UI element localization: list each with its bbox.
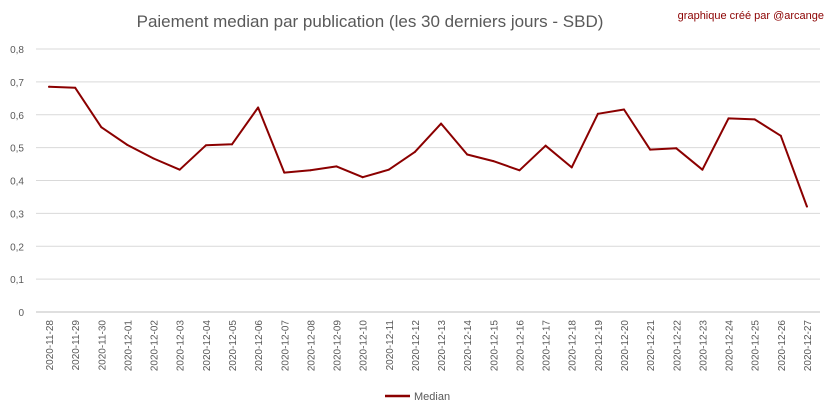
y-tick-label: 0,1 — [10, 275, 24, 286]
y-tick-label: 0,4 — [10, 177, 24, 188]
x-tick-label: 2020-12-06 — [254, 320, 265, 372]
y-tick-label: 0 — [18, 308, 24, 319]
data-point — [178, 168, 181, 171]
data-point — [544, 144, 547, 147]
x-tick-label: 2020-12-22 — [672, 320, 683, 372]
data-point — [335, 165, 338, 168]
x-tick-label: 2020-12-07 — [280, 320, 291, 372]
x-tick-label: 2020-12-27 — [803, 320, 814, 372]
data-point — [152, 157, 155, 160]
series-layer — [48, 85, 808, 208]
y-tick-label: 0,8 — [10, 45, 24, 56]
data-point — [126, 143, 129, 146]
data-point — [100, 126, 103, 129]
x-tick-label: 2020-11-29 — [71, 320, 82, 371]
y-tick-label: 0,6 — [10, 111, 24, 122]
x-tick-label: 2020-11-30 — [97, 320, 108, 371]
legend: Median — [385, 391, 450, 403]
x-tick-label: 2020-12-21 — [646, 320, 657, 372]
x-tick-label: 2020-12-09 — [333, 320, 344, 372]
data-point — [675, 147, 678, 150]
y-tick-label: 0,7 — [10, 78, 24, 89]
x-tick-label: 2020-12-05 — [228, 320, 239, 372]
data-point — [753, 118, 756, 121]
y-axis-ticks: 0 0,1 0,2 0,3 0,4 0,5 0,6 0,7 0,8 — [10, 45, 24, 319]
x-tick-label: 2020-12-19 — [594, 320, 605, 372]
y-tick-label: 0,3 — [10, 209, 24, 220]
data-point — [231, 143, 233, 146]
x-tick-label: 2020-12-26 — [777, 320, 788, 372]
x-tick-label: 2020-12-25 — [751, 320, 762, 372]
x-tick-label: 2020-12-17 — [542, 320, 553, 372]
data-point — [74, 86, 77, 89]
x-tick-label: 2020-12-01 — [123, 320, 134, 372]
x-tick-label: 2020-12-08 — [306, 320, 317, 372]
data-point — [805, 205, 808, 208]
data-point — [779, 134, 782, 137]
legend-label-median: Median — [414, 391, 450, 403]
x-tick-label: 2020-12-02 — [150, 320, 161, 372]
x-tick-label: 2020-12-15 — [489, 320, 500, 372]
data-point — [204, 144, 207, 147]
x-tick-label: 2020-12-10 — [359, 320, 370, 372]
data-point — [387, 168, 390, 171]
data-point — [623, 108, 625, 111]
x-axis-ticks: 2020-11-28 2020-11-29 2020-11-30 2020-12-01… — [45, 320, 814, 372]
data-point — [257, 106, 260, 109]
data-point — [466, 153, 469, 156]
x-tick-label: 2020-12-11 — [385, 320, 396, 371]
chart-title: Paiement median par publication (les 30 … — [137, 12, 604, 31]
x-tick-label: 2020-12-24 — [725, 320, 736, 372]
data-point — [361, 176, 364, 179]
data-point — [48, 85, 51, 88]
data-point — [440, 122, 443, 125]
data-point — [413, 150, 416, 153]
x-tick-label: 2020-12-04 — [202, 320, 213, 372]
x-tick-label: 2020-12-20 — [620, 320, 631, 372]
data-point — [570, 166, 573, 169]
data-point — [492, 160, 495, 163]
x-tick-label: 2020-12-23 — [698, 320, 709, 372]
x-tick-label: 2020-12-13 — [437, 320, 448, 372]
data-point — [596, 112, 599, 115]
data-point — [649, 148, 652, 151]
data-point — [701, 168, 704, 171]
data-point — [518, 169, 521, 172]
y-tick-label: 0,5 — [10, 144, 24, 155]
x-tick-label: 2020-12-18 — [568, 320, 579, 372]
series-line-median — [48, 85, 808, 208]
data-point — [727, 117, 730, 120]
data-point — [283, 171, 286, 174]
x-tick-label: 2020-12-16 — [515, 320, 526, 372]
x-tick-label: 2020-12-12 — [411, 320, 422, 372]
gridlines — [36, 48, 820, 313]
chart-credit: graphique créé par @arcange — [678, 10, 824, 22]
x-tick-label: 2020-11-28 — [45, 320, 56, 371]
y-tick-label: 0,2 — [10, 242, 24, 253]
x-tick-label: 2020-12-03 — [176, 320, 187, 372]
data-point — [309, 169, 312, 172]
x-tick-label: 2020-12-14 — [463, 320, 474, 372]
